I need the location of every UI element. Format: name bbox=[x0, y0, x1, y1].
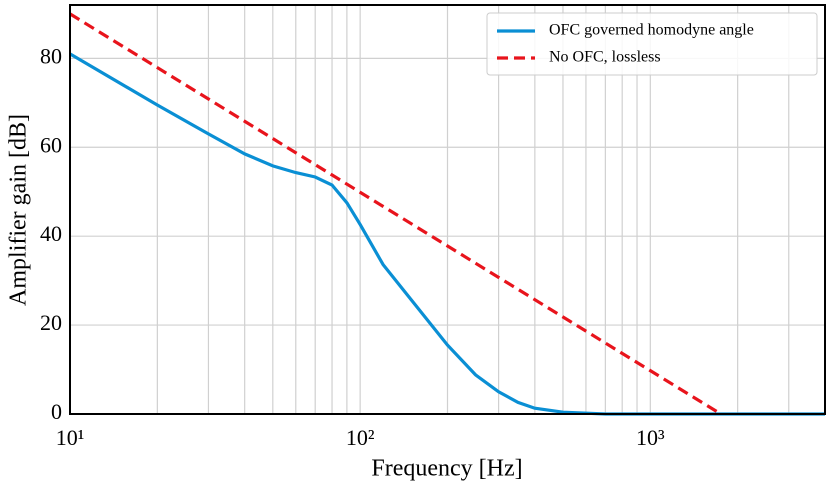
y-tick-label: 40 bbox=[40, 221, 62, 246]
legend-box bbox=[486, 12, 818, 76]
legend-label: OFC governed homodyne angle bbox=[549, 22, 754, 39]
x-tick-label: 10³ bbox=[636, 425, 665, 450]
y-tick-label: 60 bbox=[40, 132, 62, 157]
y-axis-label: Amplifier gain [dB] bbox=[6, 114, 32, 306]
y-tick-label: 80 bbox=[40, 43, 62, 68]
x-tick-label: 10¹ bbox=[56, 425, 85, 450]
y-tick-label: 0 bbox=[51, 399, 62, 424]
x-axis-label: Frequency [Hz] bbox=[371, 456, 522, 482]
series-line bbox=[69, 12, 722, 416]
legend-label: No OFC, lossless bbox=[549, 49, 661, 66]
x-tick-label: 10² bbox=[346, 425, 375, 450]
plot-frame bbox=[69, 4, 826, 415]
y-tick-label: 20 bbox=[40, 310, 62, 335]
